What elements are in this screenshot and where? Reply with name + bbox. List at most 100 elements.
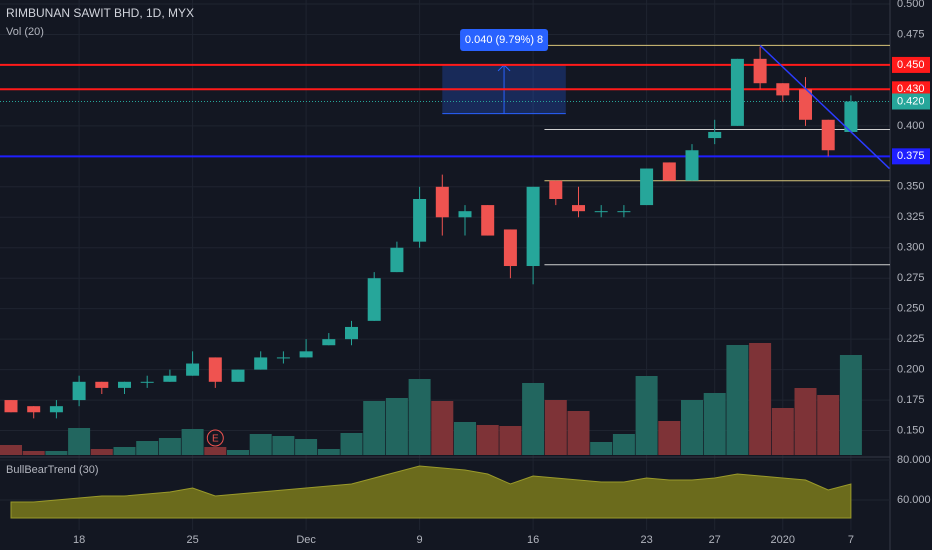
- candle-body: [413, 198, 427, 242]
- candle-body: [685, 150, 699, 181]
- x-tick-label: 7: [848, 534, 854, 546]
- y-tick-label: 0.500: [897, 0, 925, 10]
- candle-body: [231, 369, 245, 382]
- volume-bar: [817, 395, 840, 455]
- symbol-title: RIMBUNAN SAWIT BHD, 1D, MYX: [6, 6, 194, 20]
- indicator-tick-label: 80.000: [897, 454, 931, 466]
- earnings-label: E: [212, 434, 219, 445]
- candle-body: [49, 406, 63, 413]
- candle-body: [572, 205, 585, 212]
- volume-bar: [113, 447, 136, 455]
- indicator-tick-label: 60.000: [897, 494, 931, 506]
- candle-body: [27, 406, 41, 413]
- x-tick-label: 23: [640, 534, 652, 546]
- volume-bar: [340, 433, 363, 455]
- candle-body: [208, 357, 222, 382]
- y-tick-label: 0.150: [897, 424, 925, 436]
- volume-bar: [181, 429, 204, 455]
- y-tick-label: 0.175: [897, 394, 925, 406]
- candle-body: [549, 180, 563, 199]
- indicator-area: [10, 465, 852, 519]
- volume-bar: [839, 355, 862, 455]
- volume-bar: [0, 445, 22, 455]
- candle-body: [322, 339, 336, 346]
- volume-label: Vol (20): [6, 26, 44, 38]
- x-tick-label: 16: [527, 534, 539, 546]
- volume-bar: [726, 345, 749, 455]
- volume-bar: [476, 425, 499, 455]
- candle-body: [118, 381, 131, 388]
- candle-body: [345, 326, 358, 340]
- candle-body: [72, 381, 86, 401]
- measure-label: 0.040 (9.79%) 8: [465, 34, 543, 46]
- x-tick-label: Dec: [296, 534, 316, 546]
- y-tick-label: 0.400: [897, 120, 925, 132]
- candle-body: [299, 351, 313, 358]
- volume-bar: [612, 434, 635, 455]
- volume-bar: [317, 449, 340, 455]
- volume-bar: [68, 428, 91, 455]
- candle-body: [186, 363, 200, 376]
- candle-body: [708, 131, 722, 139]
- candle-body: [526, 186, 540, 267]
- volume-bar: [158, 438, 181, 455]
- candle-body: [594, 211, 608, 213]
- volume-bar: [749, 343, 772, 455]
- measure-label-bg: [460, 29, 549, 51]
- volume-bar: [136, 441, 159, 455]
- candle-body: [503, 229, 517, 267]
- price-label-bg: [892, 93, 930, 110]
- y-tick-label: 0.475: [897, 28, 925, 40]
- volume-bar: [408, 379, 431, 455]
- volume-bar: [45, 451, 68, 455]
- candle-body: [367, 278, 381, 321]
- candle-body: [640, 168, 654, 206]
- volume-bar: [771, 408, 794, 455]
- candle-body: [821, 119, 835, 151]
- volume-bar: [90, 449, 113, 455]
- candle-body: [95, 381, 109, 388]
- candle-body: [435, 186, 449, 218]
- volume-bar: [249, 434, 272, 455]
- y-tick-label: 0.275: [897, 272, 925, 284]
- volume-bar: [681, 400, 703, 455]
- x-tick-label: 18: [73, 534, 85, 546]
- y-tick-label: 0.225: [897, 333, 925, 345]
- volume-bar: [454, 422, 476, 455]
- candle-body: [458, 211, 472, 218]
- volume-bar: [703, 393, 726, 455]
- volume-bar: [22, 451, 45, 455]
- price-label: 0.450: [897, 59, 925, 71]
- price-label-bg: [892, 81, 930, 98]
- candle-body: [617, 211, 631, 213]
- volume-bar: [794, 388, 817, 455]
- x-tick-label: 2020: [771, 534, 795, 546]
- price-label: 0.420: [897, 95, 925, 107]
- volume-bar: [204, 447, 227, 455]
- price-label-bg: [892, 56, 930, 73]
- candle-body: [662, 162, 676, 181]
- price-label-bg: [892, 148, 930, 165]
- volume-bar: [272, 436, 295, 455]
- volume-bar: [295, 439, 318, 455]
- y-tick-label: 0.350: [897, 181, 925, 193]
- y-tick-label: 0.200: [897, 364, 925, 376]
- volume-bar: [522, 383, 545, 455]
- candle-body: [776, 83, 790, 96]
- volume-bar: [658, 421, 681, 455]
- x-tick-label: 25: [186, 534, 198, 546]
- volume-bar: [227, 450, 249, 455]
- x-tick-label: 27: [709, 534, 721, 546]
- candle-body: [276, 357, 290, 359]
- volume-bar: [431, 401, 454, 455]
- y-tick-label: 0.325: [897, 211, 925, 223]
- volume-bar: [385, 398, 408, 455]
- y-tick-label: 0.250: [897, 303, 925, 315]
- candle-body: [163, 375, 177, 382]
- price-label: 0.430: [897, 83, 925, 95]
- price-label: 0.375: [897, 150, 925, 162]
- candle-body: [254, 357, 268, 370]
- candle-body: [4, 400, 18, 413]
- earnings-marker: [206, 429, 224, 447]
